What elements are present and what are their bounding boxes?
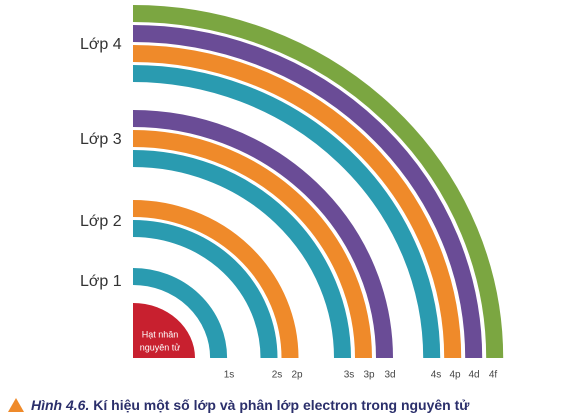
subshell-label: 4f — [489, 370, 498, 381]
subshell-label: 3s — [344, 370, 355, 381]
caption-figure: Hình 4.6. — [31, 397, 89, 413]
arc-1s — [132, 268, 228, 359]
arc-4p — [132, 45, 462, 359]
subshell-label: 3p — [363, 370, 375, 381]
subshell-label: 1s — [224, 370, 235, 381]
layer-label: Lớp 4 — [80, 36, 122, 53]
subshell-label: 4s — [431, 370, 442, 381]
nucleus-label: Hạt nhân — [142, 329, 179, 339]
subshell-label: 4p — [449, 370, 461, 381]
caption-icon — [8, 398, 24, 412]
nucleus-label: nguyên tử — [140, 342, 181, 352]
arc-2s — [132, 220, 278, 359]
subshell-label: 3d — [384, 370, 395, 381]
arc-4d — [132, 25, 483, 359]
layer-label: Lớp 2 — [80, 213, 122, 230]
layer-label: Lớp 1 — [80, 273, 122, 290]
arc-4f — [132, 5, 504, 359]
arc-3d — [132, 110, 393, 359]
nucleus — [133, 303, 195, 358]
subshell-label: 4d — [468, 370, 479, 381]
subshell-label: 2s — [272, 370, 283, 381]
layer-label: Lớp 3 — [80, 131, 122, 148]
caption-text: Kí hiệu một số lớp và phân lớp electron … — [93, 397, 470, 413]
arc-2p — [132, 200, 299, 359]
arc-4s — [132, 65, 441, 359]
subshell-label: 2p — [291, 370, 303, 381]
caption: Hình 4.6. Kí hiệu một số lớp và phân lớp… — [31, 397, 470, 413]
arc-3s — [132, 150, 351, 359]
arc-3p — [132, 130, 372, 359]
